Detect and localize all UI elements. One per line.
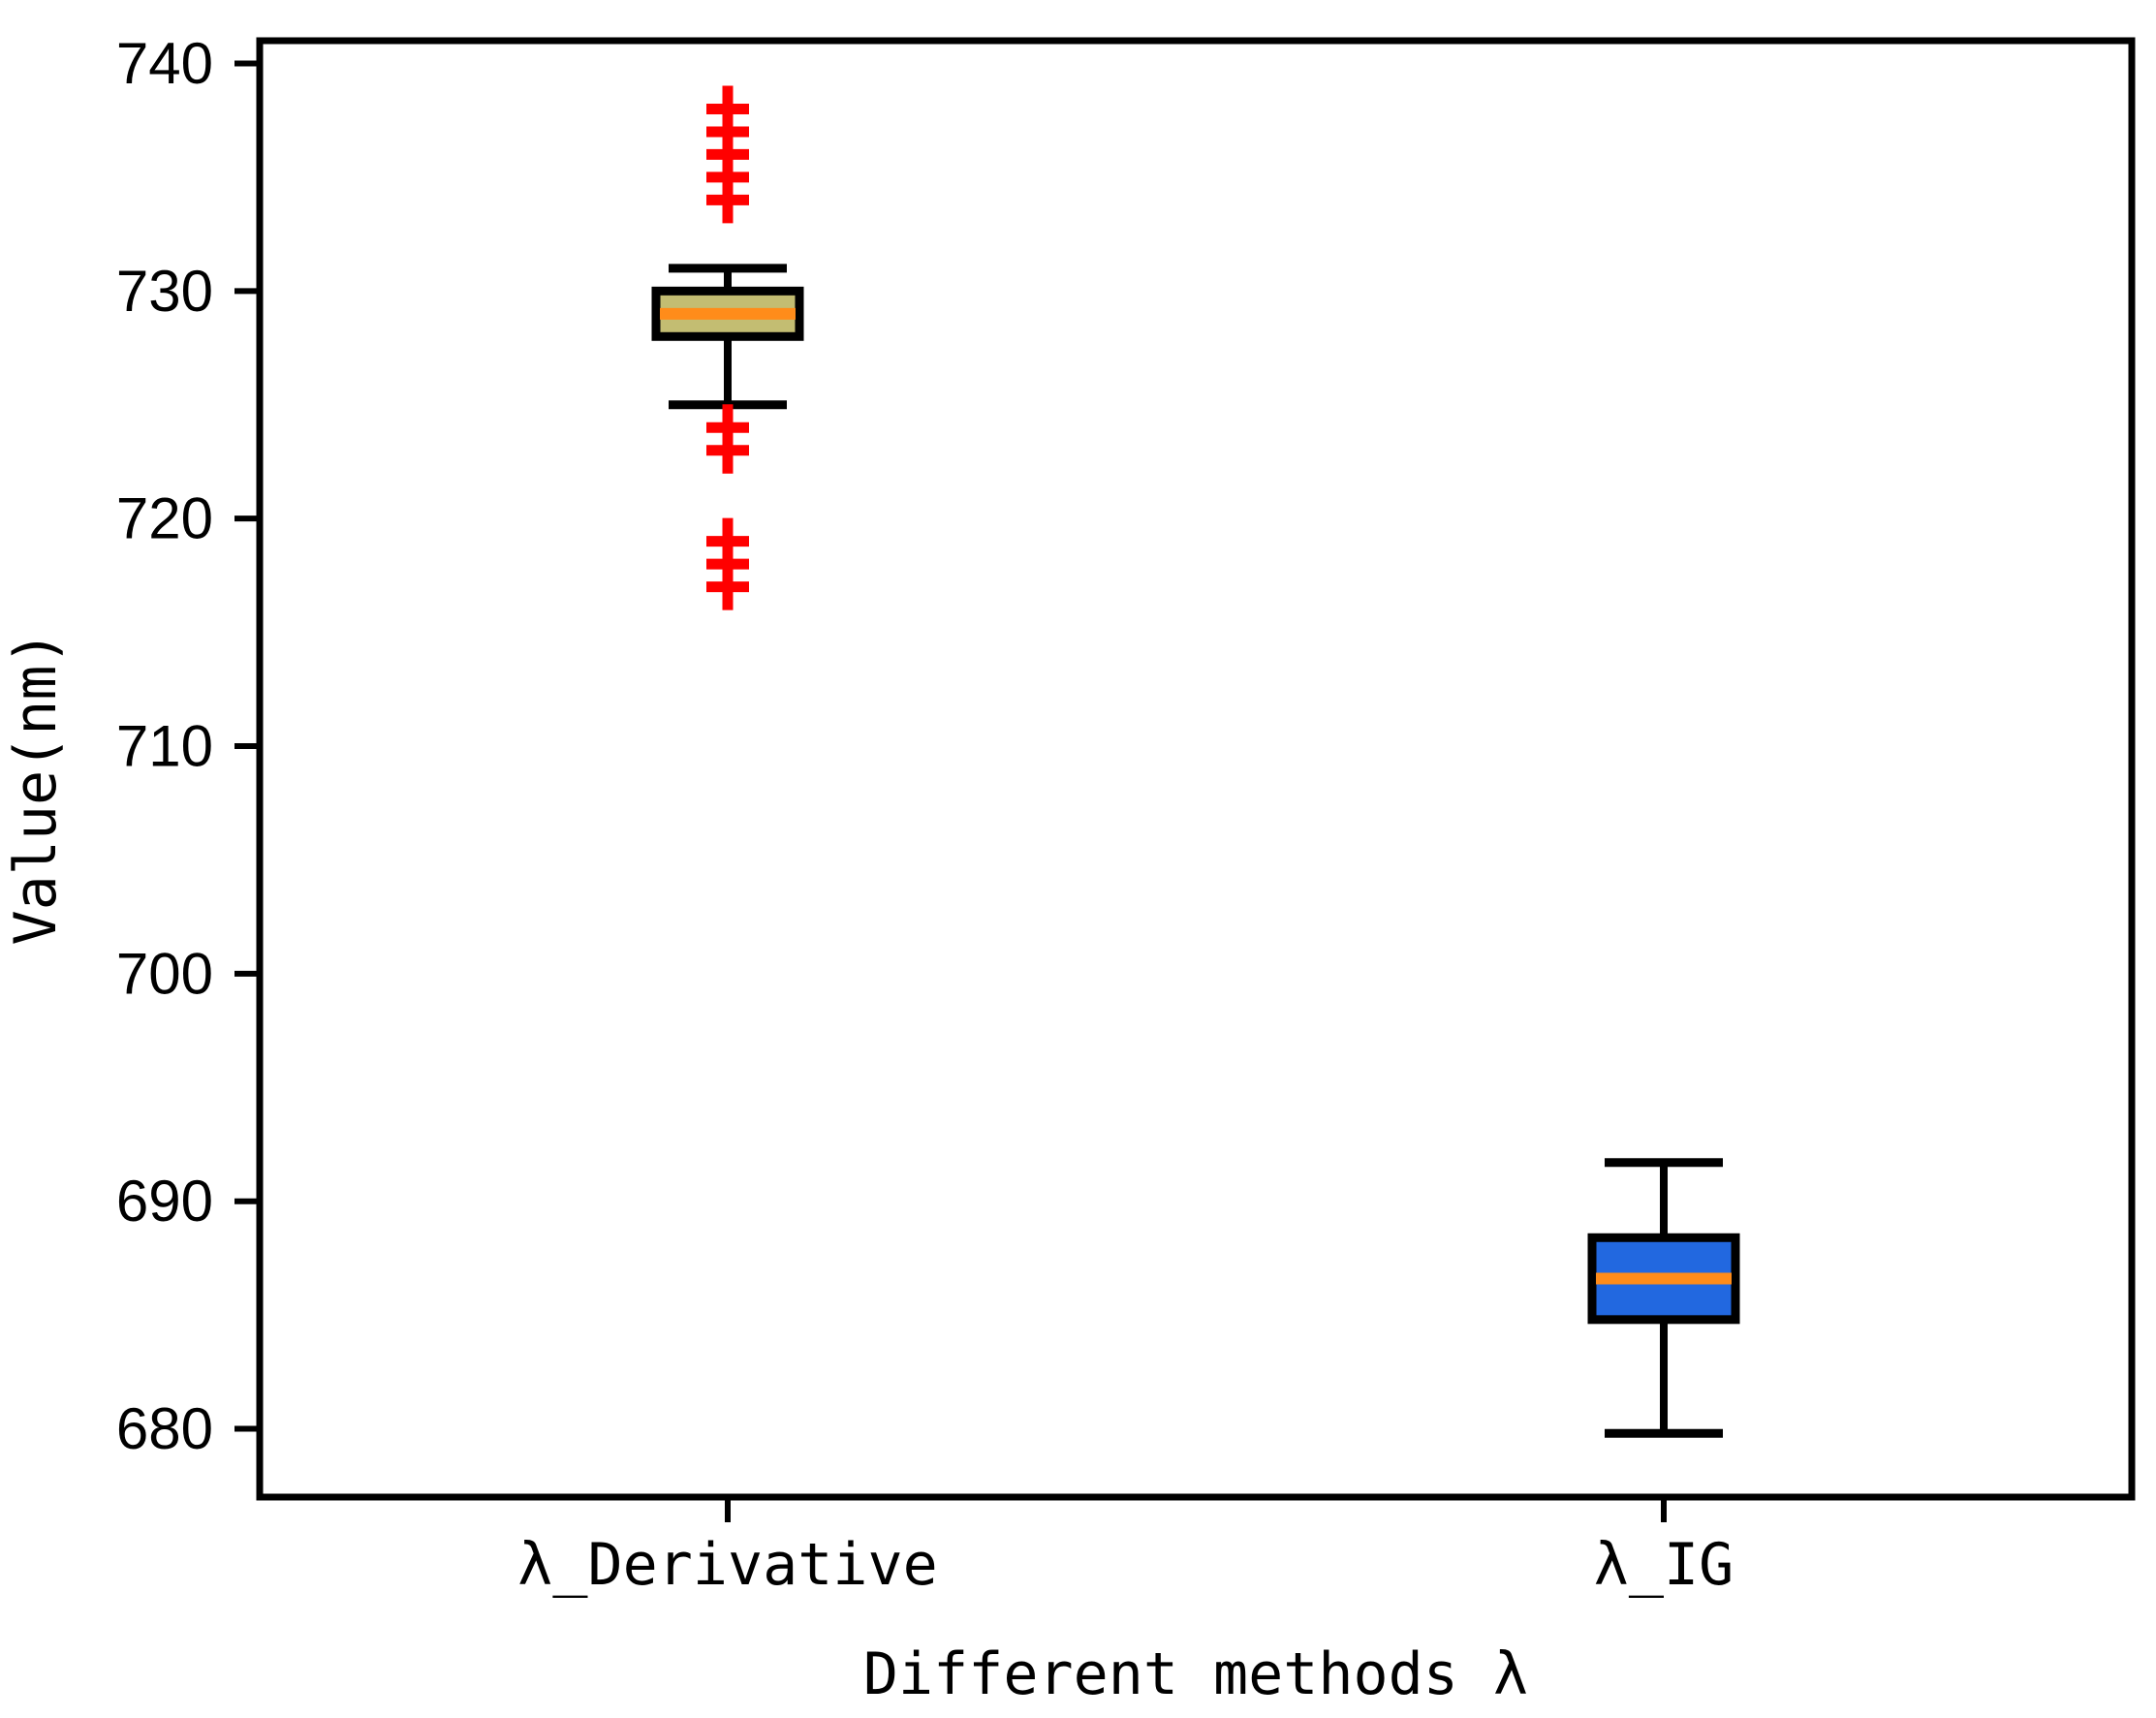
- y-tick-label: 690: [116, 1169, 213, 1234]
- x-axis-label: Different methods λ: [863, 1640, 1528, 1708]
- y-tick-label: 680: [116, 1396, 213, 1461]
- outlier-plus-marker: [706, 176, 749, 224]
- y-tick-label: 740: [116, 31, 213, 96]
- y-tick-label: 700: [116, 941, 213, 1006]
- x-category-label: λ_IG: [1594, 1531, 1734, 1599]
- axis-ticks-group: [234, 60, 1667, 1522]
- x-category-label: λ_Derivative: [517, 1531, 937, 1599]
- box-series-group: [651, 264, 1740, 1438]
- y-tick-label: 720: [116, 486, 213, 551]
- outliers-group: [706, 85, 749, 610]
- outlier-plus-marker: [706, 426, 749, 474]
- axis-tick-labels-group: 740 730 720 710 700 690 680 λ_Derivative λ_IG: [116, 31, 1734, 1599]
- y-axis-label: Value(nm): [2, 630, 70, 945]
- y-tick-label: 710: [116, 714, 213, 779]
- plot-frame: [256, 37, 2136, 1501]
- y-tick-label: 730: [116, 259, 213, 324]
- outlier-plus-marker: [706, 563, 749, 610]
